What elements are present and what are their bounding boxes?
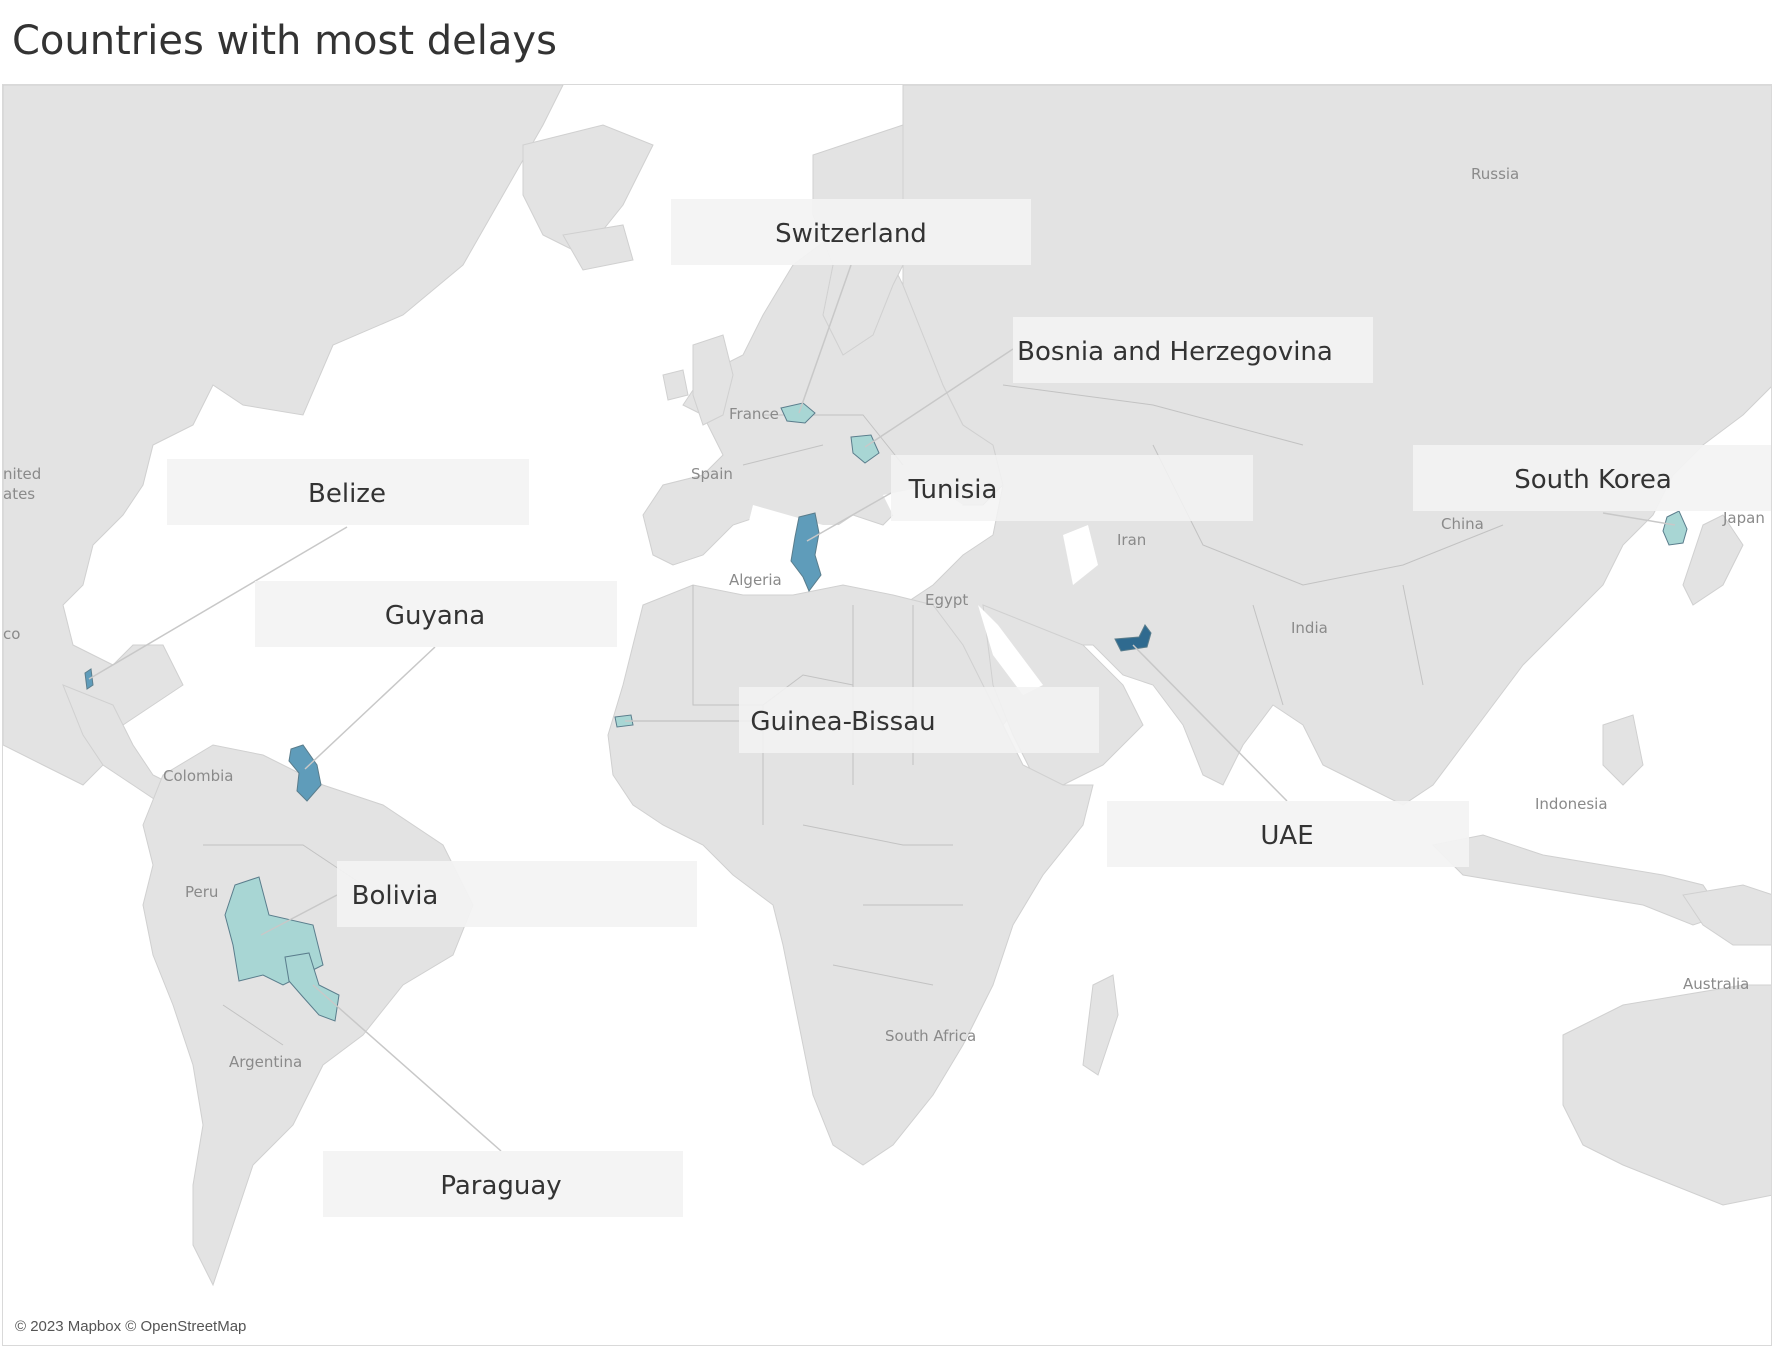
map-label-russia: Russia xyxy=(1471,165,1519,183)
new-guinea-landmass xyxy=(1682,884,1771,946)
callout-bolivia[interactable]: Bolivia xyxy=(337,861,697,927)
country-guyana[interactable] xyxy=(288,744,322,802)
callout-guyana[interactable]: Guyana xyxy=(255,581,617,647)
callout-guinea-bissau[interactable]: Guinea-Bissau xyxy=(739,687,1099,753)
country-switzerland[interactable] xyxy=(780,402,816,424)
map-attribution[interactable]: © 2023 Mapbox © OpenStreetMap xyxy=(15,1318,247,1335)
callout-paraguay[interactable]: Paraguay xyxy=(323,1151,683,1217)
map-label-mexico-partial: co xyxy=(3,625,20,643)
map-label-australia: Australia xyxy=(1683,975,1749,993)
map-label-japan: Japan xyxy=(1722,509,1765,527)
callout-belize[interactable]: Belize xyxy=(167,459,529,525)
map-label-colombia: Colombia xyxy=(163,767,234,785)
map-label-spain: Spain xyxy=(691,465,733,483)
map-label-indonesia: Indonesia xyxy=(1535,795,1608,813)
callout-bosnia-and-herzegovina[interactable]: Bosnia and Herzegovina xyxy=(1013,317,1373,383)
callout-label-bosnia-and-herzegovina: Bosnia and Herzegovina xyxy=(1017,337,1333,367)
map-area[interactable]: Russia France Spain Algeria Egypt Iran C… xyxy=(2,84,1772,1346)
country-guinea-bissau[interactable] xyxy=(614,714,634,728)
japan-landmass xyxy=(1682,514,1744,606)
callout-label-south-korea: South Korea xyxy=(1514,465,1672,495)
map-label-india: India xyxy=(1291,619,1328,637)
map-label-china: China xyxy=(1441,515,1484,533)
country-tunisia[interactable] xyxy=(790,512,822,592)
callout-tunisia[interactable]: Tunisia xyxy=(891,455,1253,521)
iceland-landmass xyxy=(562,224,634,271)
uk-landmass xyxy=(692,334,734,426)
callout-label-switzerland: Switzerland xyxy=(775,219,927,249)
country-uae[interactable] xyxy=(1114,624,1152,652)
map-label-peru: Peru xyxy=(185,883,218,901)
callout-label-guyana: Guyana xyxy=(385,601,485,631)
callout-label-uae: UAE xyxy=(1260,821,1313,851)
map-label-iran: Iran xyxy=(1117,531,1146,549)
map-label-argentina: Argentina xyxy=(229,1053,302,1071)
callout-label-belize: Belize xyxy=(308,479,386,509)
world-map[interactable]: Russia France Spain Algeria Egypt Iran C… xyxy=(3,85,1772,1346)
asia-landmass xyxy=(902,85,1771,806)
callout-switzerland[interactable]: Switzerland xyxy=(671,199,1031,265)
callout-uae[interactable]: UAE xyxy=(1107,801,1469,867)
callout-label-tunisia: Tunisia xyxy=(908,475,998,505)
map-label-united-states-partial-2: ates xyxy=(3,485,35,503)
map-label-united-states-partial: nited xyxy=(3,465,41,483)
madagascar-landmass xyxy=(1082,974,1119,1076)
country-paraguay[interactable] xyxy=(284,952,340,1022)
australia-landmass xyxy=(1562,984,1771,1206)
callout-label-bolivia: Bolivia xyxy=(352,881,439,911)
callout-label-guinea-bissau: Guinea-Bissau xyxy=(750,707,935,737)
philippines-landmass xyxy=(1602,714,1644,786)
ireland-landmass xyxy=(662,369,689,401)
map-label-south-africa: South Africa xyxy=(885,1027,976,1045)
callout-south-korea[interactable]: South Korea xyxy=(1413,445,1772,511)
map-label-france: France xyxy=(729,405,779,423)
map-label-algeria: Algeria xyxy=(729,571,782,589)
callout-label-paraguay: Paraguay xyxy=(440,1171,561,1201)
chart-title: Countries with most delays xyxy=(12,18,557,64)
map-label-egypt: Egypt xyxy=(925,591,968,609)
